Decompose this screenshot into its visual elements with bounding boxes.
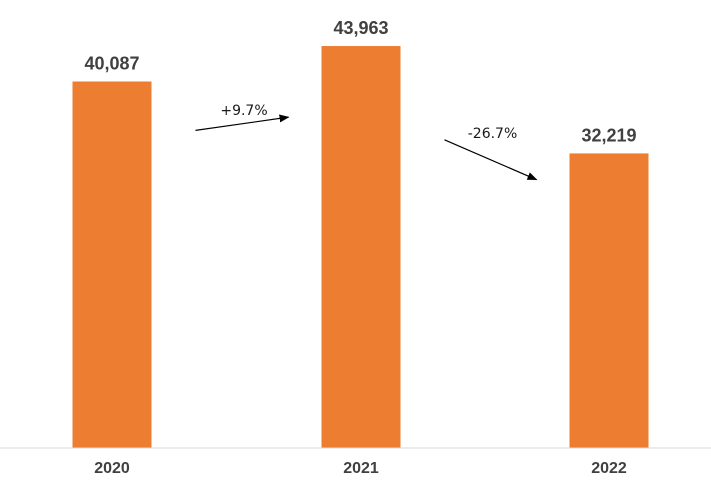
x-tick-2020: 2020: [94, 460, 130, 477]
x-tick-labels-group: 2020 2021 2022: [94, 460, 627, 477]
value-label-2020: 40,087: [84, 53, 139, 73]
bar-2020: [72, 81, 152, 448]
change-label-2020-2021: +9.7%: [220, 103, 267, 119]
value-label-2021: 43,963: [333, 18, 388, 38]
x-tick-2021: 2021: [343, 460, 379, 477]
change-arrow-2021-2022: [444, 139, 538, 181]
change-annotations-group: +9.7% -26.7%: [195, 103, 538, 181]
x-tick-2022: 2022: [591, 460, 627, 477]
bar-2022: [569, 153, 649, 449]
value-label-2022: 32,219: [581, 125, 636, 145]
bars-group: [72, 46, 649, 449]
change-label-2021-2022: -26.7%: [468, 126, 518, 142]
bar-2021: [321, 46, 401, 448]
change-arrow-2020-2021: [195, 114, 290, 131]
value-labels-group: 40,087 43,963 32,219: [84, 18, 636, 145]
